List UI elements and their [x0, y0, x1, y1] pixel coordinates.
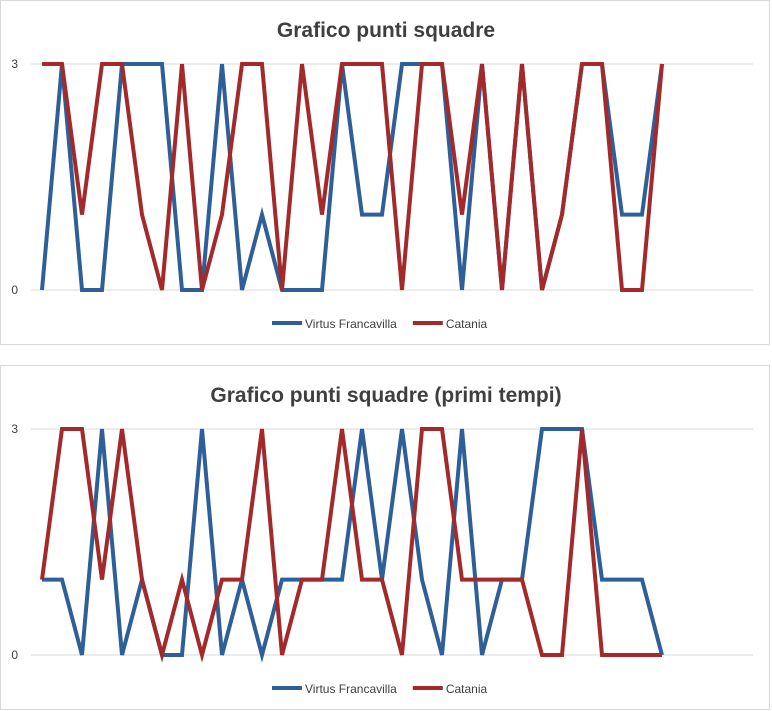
chart-title: Grafico punti squadre	[277, 19, 495, 42]
legend-label-virtus-francavilla: Virtus Francavilla	[305, 682, 397, 696]
y-tick-label: 3	[11, 57, 18, 71]
series-line-catania	[40, 427, 662, 663]
legend-label-virtus-francavilla: Virtus Francavilla	[305, 317, 397, 331]
series-line-catania	[42, 62, 664, 292]
chart-title: Grafico punti squadre (primi tempi)	[210, 384, 561, 407]
legend-label-catania: Catania	[446, 317, 488, 331]
y-tick-label: 0	[11, 648, 18, 662]
points-chart: Grafico punti squadre 0 3 Virtus Francavill…	[11, 19, 753, 331]
first-half-points-chart-panel: Grafico punti squadre (primi tempi) 0 3 Vir…	[0, 365, 770, 710]
first-half-points-chart: Grafico punti squadre (primi tempi) 0 3 Vir…	[11, 384, 753, 696]
y-tick-label: 3	[11, 422, 18, 436]
points-chart-panel: Grafico punti squadre 0 3 Virtus Francavill…	[0, 0, 770, 345]
legend-label-catania: Catania	[446, 682, 488, 696]
y-tick-label: 0	[11, 283, 18, 297]
